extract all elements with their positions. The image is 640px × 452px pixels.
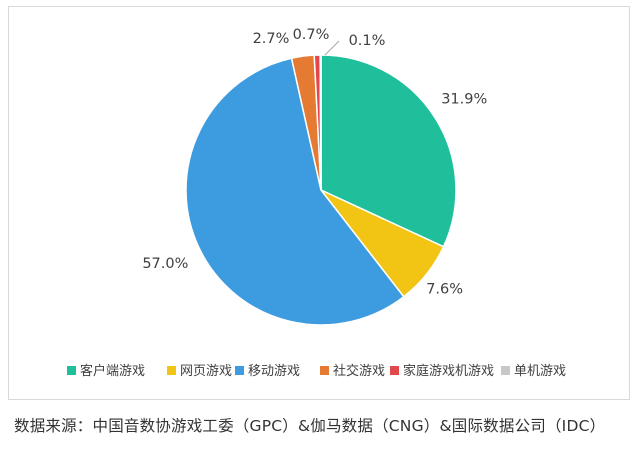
legend-label-4: 社交游戏 [333, 363, 385, 379]
pie-slice-6 [319, 54, 322, 191]
legend-label-2: 网页游戏 [180, 364, 232, 379]
data-label-2: 7.6% [426, 281, 463, 297]
legend-label-6: 单机游戏 [514, 364, 566, 379]
legend-swatch-6 [501, 366, 510, 375]
legend-label-5: 家庭游戏机游戏 [403, 363, 494, 379]
legend-swatch-4 [320, 366, 329, 375]
leader-line [324, 40, 340, 56]
pie-slice-1 [320, 54, 457, 248]
legend-swatch-2 [167, 366, 176, 375]
legend-swatch-3 [235, 366, 244, 375]
legend-swatch-5 [390, 366, 399, 375]
pie-slice-3 [185, 57, 405, 326]
source-note: 数据来源：中国音数协游戏工委（GPC）&伽马数据（CNG）&国际数据公司（IDC… [14, 417, 606, 435]
data-label-6: 0.1% [349, 33, 386, 49]
data-label-1: 31.9% [441, 91, 487, 107]
data-label-5: 0.7% [293, 27, 330, 43]
pie-chart: 31.9% 7.6% 57.0% 2.7% 0.7% 0.1% 客户端游戏 网页游戏 移动游戏 社… [67, 27, 566, 379]
data-label-4: 2.7% [253, 31, 290, 47]
chart-frame: 31.9% 7.6% 57.0% 2.7% 0.7% 0.1% 客户端游戏 网页游戏 移动游戏 社… [8, 6, 630, 400]
data-label-3: 57.0% [142, 256, 188, 272]
legend-swatch-1 [67, 366, 76, 375]
legend-label-3: 移动游戏 [248, 364, 300, 379]
legend-label-1: 客户端游戏 [80, 363, 145, 379]
